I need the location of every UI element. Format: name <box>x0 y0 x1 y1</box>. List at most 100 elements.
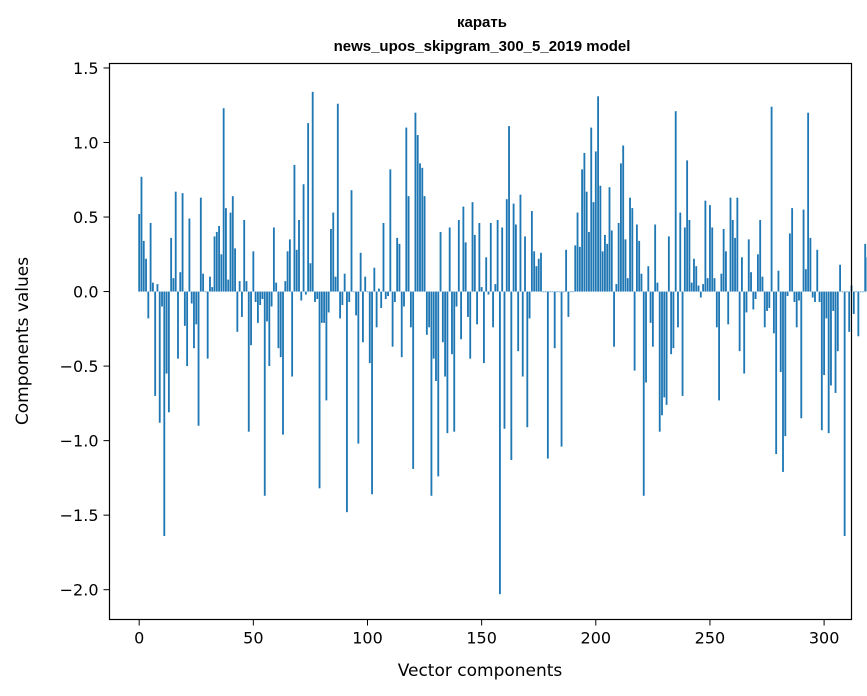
bar-component-144 <box>467 291 469 317</box>
bar-component-290 <box>800 291 803 419</box>
bar-component-114 <box>398 243 401 292</box>
bar-component-250 <box>709 205 711 292</box>
bar-component-16 <box>174 191 177 292</box>
bar-component-193 <box>578 246 581 292</box>
bar-component-105 <box>377 288 380 292</box>
bar-component-29 <box>204 291 207 293</box>
bar-component-221 <box>642 291 645 496</box>
bar-component-0 <box>138 214 141 292</box>
bar-component-173 <box>533 251 536 292</box>
bar-component-253 <box>715 291 718 328</box>
bar-component-207 <box>610 230 613 292</box>
bar-component-260 <box>731 220 734 292</box>
bar-component-143 <box>464 242 467 292</box>
bar-component-210 <box>617 223 620 292</box>
bar-component-89 <box>341 291 344 305</box>
bar-component-268 <box>750 272 752 292</box>
bar-component-297 <box>816 249 819 292</box>
bar-component-46 <box>243 220 246 292</box>
bar-component-177 <box>542 291 545 293</box>
bar-component-106 <box>380 291 383 308</box>
bar-component-77 <box>314 291 316 302</box>
bar-component-148 <box>476 291 478 325</box>
y-tick-label: −0.5 <box>60 357 99 376</box>
bar-component-66 <box>288 239 291 292</box>
bar-component-285 <box>788 233 791 292</box>
bar-component-128 <box>430 291 433 496</box>
bar-component-271 <box>756 254 759 292</box>
bar-component-72 <box>302 184 305 292</box>
bar-component-236 <box>677 291 679 328</box>
bar-component-306 <box>836 291 839 352</box>
bar-component-266 <box>745 291 748 313</box>
bar-component-38 <box>225 208 227 292</box>
bar-component-246 <box>699 291 702 298</box>
bar-component-61 <box>277 291 280 349</box>
bar-component-135 <box>446 291 449 434</box>
bar-component-261 <box>734 237 736 292</box>
bar-component-149 <box>478 223 481 292</box>
bar-component-45 <box>241 291 243 317</box>
bar-component-108 <box>384 291 387 300</box>
bar-component-10 <box>161 291 163 307</box>
bar-component-119 <box>409 291 412 328</box>
bar-component-27 <box>199 197 202 292</box>
bar-component-318 <box>864 243 867 292</box>
x-axis-ticks: 0 50 100 150 200 250 300 <box>134 619 839 648</box>
x-tick-label: 0 <box>134 629 144 648</box>
bar-component-71 <box>300 291 303 301</box>
bar-component-49 <box>250 291 252 346</box>
bar-component-44 <box>238 281 241 292</box>
bar-component-40 <box>229 212 232 292</box>
bar-component-164 <box>512 203 515 292</box>
bar-component-93 <box>350 190 353 292</box>
plot-frame <box>108 62 853 621</box>
bar-component-139 <box>455 291 458 307</box>
x-axis-label: Vector components <box>398 661 563 681</box>
bar-component-224 <box>649 291 652 323</box>
bar-component-104 <box>375 291 378 328</box>
bar-component-231 <box>665 291 668 405</box>
bar-component-134 <box>444 291 447 377</box>
bar-component-256 <box>722 228 725 292</box>
bar-component-34 <box>215 231 218 292</box>
bar-component-142 <box>462 206 465 292</box>
bar-component-90 <box>343 273 346 292</box>
bar-component-154 <box>489 223 492 292</box>
bar-component-136 <box>448 227 451 292</box>
bar-component-88 <box>339 291 342 319</box>
bar-component-133 <box>441 291 444 343</box>
bar-component-151 <box>483 291 485 364</box>
bar-component-219 <box>638 240 641 292</box>
bar-component-220 <box>640 273 643 292</box>
bar-component-13 <box>167 291 170 413</box>
bar-component-175 <box>537 258 540 292</box>
bar-component-241 <box>688 220 691 292</box>
bar-component-176 <box>540 252 542 292</box>
bar-component-232 <box>667 236 670 292</box>
bar-component-52 <box>256 291 259 323</box>
bar-component-24 <box>193 291 195 349</box>
bar-component-94 <box>352 291 355 293</box>
bar-component-23 <box>190 291 193 304</box>
x-tick-label: 50 <box>243 629 263 648</box>
bar-component-294 <box>809 237 812 292</box>
bar-component-313 <box>852 291 855 314</box>
bar-component-190 <box>572 291 574 293</box>
bar-component-112 <box>393 291 396 302</box>
bar-component-63 <box>282 291 284 435</box>
bar-component-188 <box>567 291 570 317</box>
bar-component-195 <box>583 152 586 292</box>
bar-component-55 <box>263 291 266 496</box>
bar-component-165 <box>514 224 517 292</box>
bar-component-180 <box>549 291 552 293</box>
bar-component-25 <box>195 291 198 325</box>
chart-title-line1: карать <box>457 14 507 31</box>
bar-component-121 <box>414 112 417 292</box>
bar-component-59 <box>272 227 275 292</box>
bar-component-196 <box>585 191 588 292</box>
bar-component-155 <box>492 291 494 328</box>
bar-component-131 <box>437 291 440 477</box>
bar-component-213 <box>624 239 627 292</box>
bar-component-152 <box>485 257 488 292</box>
